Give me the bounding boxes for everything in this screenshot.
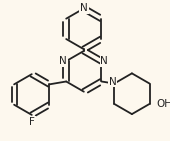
Text: N: N xyxy=(109,77,116,87)
Text: F: F xyxy=(29,117,35,127)
Text: N: N xyxy=(59,56,67,66)
Text: N: N xyxy=(100,56,108,66)
Text: OH: OH xyxy=(157,99,170,109)
Text: N: N xyxy=(80,4,88,14)
